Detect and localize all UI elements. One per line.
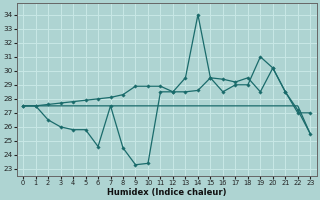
X-axis label: Humidex (Indice chaleur): Humidex (Indice chaleur) (107, 188, 227, 197)
